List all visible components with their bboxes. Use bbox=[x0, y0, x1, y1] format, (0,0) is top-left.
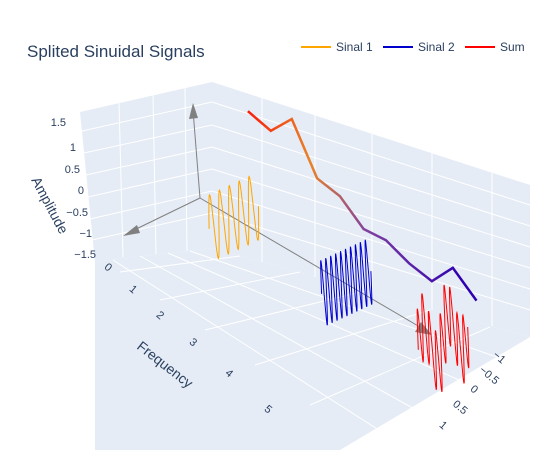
y-tick-label: −0.5 bbox=[477, 364, 501, 387]
spectrum-line[interactable] bbox=[247, 110, 478, 302]
z-axis-title: Amplitude bbox=[28, 174, 71, 237]
legend-item-sinal-1[interactable]: Sinal 1 bbox=[301, 40, 373, 54]
z-tick-label: −1 bbox=[79, 228, 92, 240]
legend-label-sinal-1: Sinal 1 bbox=[336, 40, 373, 54]
z-tick-label: 1 bbox=[70, 142, 76, 154]
y-tick-label: 0.5 bbox=[450, 398, 469, 417]
y-tick-label: 1 bbox=[437, 419, 449, 432]
back-wall bbox=[80, 82, 212, 262]
legend-item-sum[interactable]: Sum bbox=[465, 40, 525, 54]
legend-item-sinal-2[interactable]: Sinal 2 bbox=[383, 40, 455, 54]
series-line-sinal-2[interactable] bbox=[320, 239, 373, 326]
floor bbox=[95, 248, 530, 450]
legend-label-sum: Sum bbox=[500, 40, 525, 54]
z-tick-label: 0.5 bbox=[65, 164, 80, 176]
series-line-sinal-1[interactable] bbox=[208, 175, 260, 260]
series-line-sum[interactable] bbox=[416, 284, 470, 393]
right-wall bbox=[212, 82, 530, 337]
legend: Sinal 1 Sinal 2 Sum bbox=[301, 40, 525, 54]
series-layer bbox=[208, 110, 478, 393]
z-tick-label: 0 bbox=[78, 185, 84, 197]
z-tick-label: 1.5 bbox=[51, 117, 66, 129]
legend-label-sinal-2: Sinal 2 bbox=[418, 40, 455, 54]
z-tick-label: −1.5 bbox=[74, 249, 96, 261]
z-tick-label: −0.5 bbox=[66, 207, 88, 219]
chart-title: Splited Sinuidal Signals bbox=[27, 42, 205, 61]
y-tick-label: 0 bbox=[468, 383, 480, 396]
axis-arrows bbox=[123, 103, 432, 335]
